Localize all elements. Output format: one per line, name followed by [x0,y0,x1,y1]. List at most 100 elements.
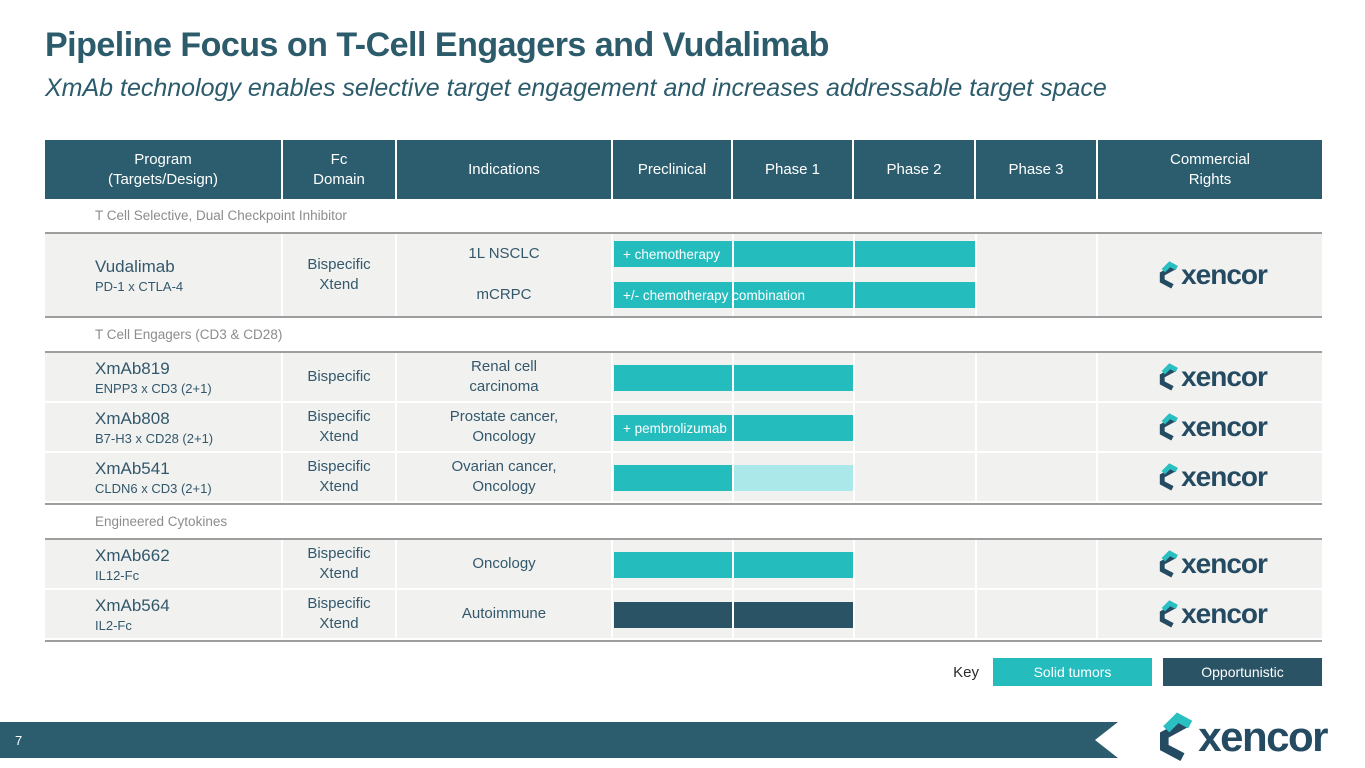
fc-domain-cell: Bispecific Xtend [283,540,397,588]
col-header-indications: Indications [397,140,613,199]
phase-track: + pembrolizumab [613,403,1098,451]
table-row-xmab564: XmAb564 IL2-Fc Bispecific Xtend Autoimmu… [45,590,1322,640]
program-target: IL12-Fc [95,567,140,583]
commercial-rights-cell: xencor [1098,453,1322,501]
col-header-phase1: Phase 1 [733,140,854,199]
xencor-chevrons-icon [1160,712,1193,761]
table-bottom-divider [45,640,1322,642]
program-name: Vudalimab [95,256,175,276]
program-cell: XmAb564 IL2-Fc [45,590,283,638]
phase-gridline [975,353,977,401]
fc-domain-cell: Bispecific Xtend [283,234,397,316]
program-target: B7-H3 x CD28 (2+1) [95,430,214,446]
table-row-xmab662: XmAb662 IL12-Fc Bispecific Xtend Oncolog… [45,540,1322,590]
col-header-phase3: Phase 3 [976,140,1098,199]
phase-gridline [853,353,855,401]
indications-cell: Ovarian cancer, Oncology [397,453,613,501]
legend-chip-solid-tumors: Solid tumors [993,658,1152,686]
xencor-logo-text: xencor [1198,713,1328,760]
xencor-logo-text: xencor [1181,548,1268,579]
col-header-program: Program (Targets/Design) [45,140,283,199]
commercial-rights-cell: xencor [1098,234,1322,316]
xencor-logo-text: xencor [1181,598,1268,629]
xencor-logo: xencor [1153,411,1268,443]
xencor-logo: xencor [1153,598,1268,630]
indication-line: 1L NSCLC [468,245,540,263]
phase-track [613,353,1098,401]
program-target: CLDN6 x CD3 (2+1) [95,480,212,496]
commercial-rights-cell: xencor [1098,353,1322,401]
program-name: XmAb564 [95,595,170,615]
xencor-logo: xencor [1153,259,1268,291]
phase-gridline [975,540,977,588]
phase-gridline [853,453,855,501]
program-target: ENPP3 x CD3 (2+1) [95,380,212,396]
indication-line: mCRPC [476,286,532,304]
col-header-phase2: Phase 2 [854,140,976,199]
program-name: XmAb541 [95,458,170,478]
xencor-chevrons-icon [1159,363,1178,391]
section-label-cytokines: Engineered Cytokines [45,505,1322,540]
phase-bar-solid-tumors: + chemotherapy [614,241,975,267]
phase-gridline [975,403,977,451]
legend-chip-opportunistic: Opportunistic [1163,658,1322,686]
xencor-logo-footer: xencor [1148,712,1328,762]
program-cell: XmAb541 CLDN6 x CD3 (2+1) [45,453,283,501]
phase-gridline [975,234,977,316]
xencor-logo: xencor [1153,461,1268,493]
xencor-logo-text: xencor [1181,259,1268,290]
phase-gridline [732,453,734,501]
phase-gridline [732,590,734,638]
phase-track [613,590,1098,638]
xencor-logo: xencor [1153,361,1268,393]
phase-track [613,540,1098,588]
phase-gridline [732,403,734,451]
program-cell: Vudalimab PD-1 x CTLA-4 [45,234,283,316]
col-header-commercial-rights: Commercial Rights [1098,140,1322,199]
indications-cell: Autoimmune [397,590,613,638]
fc-domain-cell: Bispecific Xtend [283,453,397,501]
section-label-tcell-engagers: T Cell Engagers (CD3 & CD28) [45,318,1322,353]
section-divider [45,316,1322,318]
program-cell: XmAb819 ENPP3 x CD3 (2+1) [45,353,283,401]
section-divider [45,503,1322,505]
program-target: PD-1 x CTLA-4 [95,278,184,294]
phase-track [613,453,1098,501]
xencor-logo: xencor [1153,548,1268,580]
indications-cell: 1L NSCLC mCRPC [397,234,613,316]
table-row-xmab808: XmAb808 B7-H3 x CD28 (2+1) Bispecific Xt… [45,403,1322,453]
col-header-preclinical: Preclinical [613,140,733,199]
xencor-logo-text: xencor [1181,411,1268,442]
phase-gridline [853,540,855,588]
phase-track: + chemotherapy +/- chemotherapy combinat… [613,234,1098,316]
table-row-xmab541: XmAb541 CLDN6 x CD3 (2+1) Bispecific Xte… [45,453,1322,503]
xencor-chevrons-icon [1159,261,1178,289]
xencor-chevrons-icon [1159,413,1178,441]
fc-domain-cell: Bispecific [283,353,397,401]
fc-domain-cell: Bispecific Xtend [283,590,397,638]
xencor-logo-text: xencor [1181,361,1268,392]
legend: Key Solid tumors Opportunistic [953,658,1322,686]
phase-bar-solid-tumors [614,465,733,491]
page-subtitle: XmAb technology enables selective target… [45,74,1107,102]
xencor-logo-text: xencor [1181,461,1268,492]
phase-bar-projected [733,465,853,491]
table-header-row: Program (Targets/Design) Fc Domain Indic… [45,140,1322,199]
program-target: IL2-Fc [95,617,132,633]
table-row-vudalimab: Vudalimab PD-1 x CTLA-4 Bispecific Xtend… [45,234,1322,316]
xencor-chevrons-icon [1159,463,1178,491]
section-label-checkpoint: T Cell Selective, Dual Checkpoint Inhibi… [45,199,1322,234]
xencor-chevrons-icon [1159,550,1178,578]
pipeline-table: Program (Targets/Design) Fc Domain Indic… [45,140,1322,642]
indications-cell: Oncology [397,540,613,588]
phase-bar-solid-tumors: +/- chemotherapy combination [614,282,975,308]
indications-cell: Prostate cancer, Oncology [397,403,613,451]
page-title: Pipeline Focus on T-Cell Engagers and Vu… [45,26,829,64]
phase-gridline [732,234,734,316]
program-name: XmAb662 [95,545,170,565]
phase-gridline [732,353,734,401]
phase-gridline [853,403,855,451]
commercial-rights-cell: xencor [1098,590,1322,638]
phase-gridline [732,540,734,588]
